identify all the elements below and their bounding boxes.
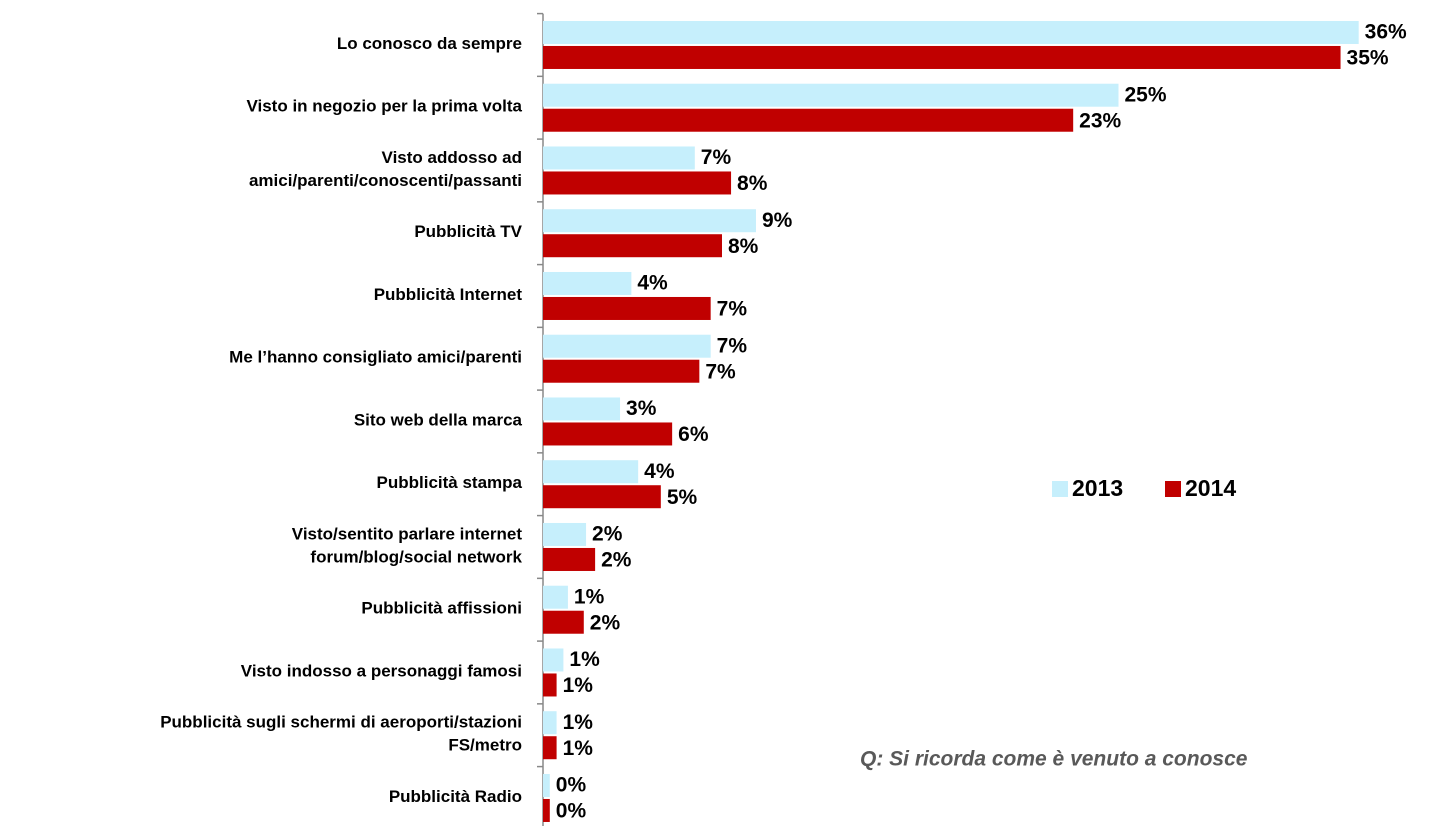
y-tick-label: Me l’hanno consigliato amici/parenti [229,348,522,367]
y-tick-label-line: Visto addosso ad [382,148,522,167]
y-tick-label: Pubblicità Radio [389,787,522,806]
y-tick-label-line: Visto indosso a personaggi famosi [241,662,522,681]
value-label: 9% [762,209,793,232]
bar [543,547,596,571]
y-tick-label-line: forum/blog/social network [310,548,522,567]
y-tick-label-line: Me l’hanno consigliato amici/parenti [229,348,522,367]
y-tick-label-line: FS/metro [448,736,522,755]
value-label: 8% [737,172,768,195]
bar [543,171,732,195]
y-tick-label-line: amici/parenti/conoscenti/passanti [249,171,522,190]
y-tick-label: Pubblicità stampa [377,474,523,493]
bar [543,359,700,383]
bar [543,648,564,672]
y-tick-label: Lo conosco da sempre [337,34,522,53]
y-tick-label-line: Pubblicità Radio [389,787,522,806]
value-label: 1% [569,648,600,671]
bar [543,522,587,546]
bar [543,736,557,760]
value-label: 23% [1079,109,1121,132]
note: Q: Si ricorda come è venuto a conosce [860,748,1248,771]
value-label: 2% [601,549,632,572]
bar [543,209,756,233]
value-label: 7% [701,146,732,169]
y-tick-label-line: Visto/sentito parlare internet [292,525,523,544]
value-label: 5% [667,486,698,509]
value-label: 7% [705,360,736,383]
bar [543,711,557,735]
y-tick-label-line: Lo conosco da sempre [337,34,522,53]
y-tick-label-line: Pubblicità TV [414,223,522,242]
value-label: 4% [637,272,668,295]
value-label: 1% [563,711,594,734]
bar [543,83,1119,107]
bar [543,798,550,822]
value-label: 7% [717,334,748,357]
y-tick-label-line: Pubblicità Internet [374,285,523,304]
value-label: 1% [563,674,594,697]
y-tick-label: Pubblicità affissioni [361,599,522,618]
value-label: 2% [590,611,621,634]
value-label: 35% [1347,47,1389,70]
bar [543,485,661,509]
legend-swatch [1052,481,1068,497]
value-label: 25% [1125,83,1167,106]
value-label: 0% [556,800,587,823]
bar [543,234,722,258]
value-label: 6% [678,423,709,446]
bar [543,20,1359,44]
bar [543,422,673,446]
bar [543,397,621,421]
value-label: 2% [592,523,623,546]
legend-label: 2013 [1072,475,1123,501]
value-label: 7% [717,298,748,321]
value-label: 0% [556,774,587,797]
bar [543,610,584,634]
y-tick-label-line: Pubblicità affissioni [361,599,522,618]
value-label: 3% [626,397,657,420]
y-tick-label: Visto in negozio per la prima volta [246,97,522,116]
value-label: 4% [644,460,675,483]
y-tick-label: Visto addosso ad amici/parenti/conoscenti… [249,148,522,190]
bar [543,296,711,320]
legend-label: 2014 [1185,475,1236,501]
value-label: 36% [1365,21,1407,44]
bar [543,460,639,484]
bar [543,146,695,170]
y-tick-label: Pubblicità Internet [374,285,523,304]
y-tick-label: Visto/sentito parlare internet forum/blog… [292,525,523,567]
y-tick-label-line: Pubblicità sugli schermi di aeroporti/st… [160,713,522,732]
bar [543,108,1074,132]
bar [543,673,557,697]
value-label: 1% [574,585,605,608]
y-tick-label: Pubblicità sugli schermi di aeroporti/st… [160,713,522,755]
bar [543,45,1341,69]
bar [543,271,632,295]
bar [543,585,568,609]
y-tick-label-line: Pubblicità stampa [377,474,523,493]
y-tick-label-line: Sito web della marca [354,411,523,430]
y-tick-label: Pubblicità TV [414,223,522,242]
y-tick-label-line: Visto in negozio per la prima volta [246,97,522,116]
y-tick-label: Visto indosso a personaggi famosi [241,662,522,681]
bar [543,773,550,797]
value-label: 1% [563,737,594,760]
bar [543,334,711,358]
value-label: 8% [728,235,759,258]
y-tick-label: Sito web della marca [354,411,523,430]
legend-swatch [1165,481,1181,497]
